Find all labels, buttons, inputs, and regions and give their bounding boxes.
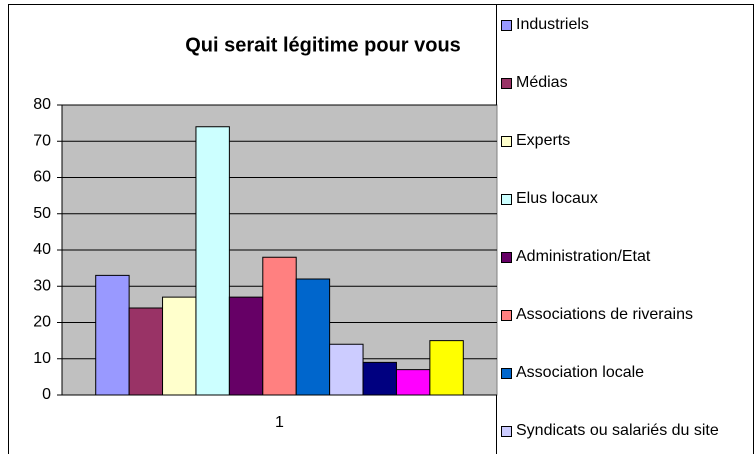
legend-swatch — [501, 310, 512, 321]
legend-swatch — [501, 194, 512, 205]
bar — [295, 278, 331, 396]
bar — [95, 274, 130, 396]
y-tick-label: 60 — [33, 169, 51, 186]
chart-title: Qui serait légitime pour vous — [185, 34, 461, 56]
bar — [329, 343, 364, 396]
y-tick-label: 80 — [33, 96, 51, 113]
legend-swatch — [501, 368, 512, 379]
legend-label: Associations de riverains — [516, 306, 693, 323]
legend-swatch — [501, 136, 512, 147]
bar — [362, 361, 397, 396]
legend-label: Elus locaux — [516, 190, 598, 207]
legend-label: Industriels — [516, 16, 589, 33]
bar — [228, 296, 264, 396]
legend-item: Association locale — [500, 364, 754, 382]
legend: Industriels Médias Experts Elus locaux Admin… — [500, 0, 755, 454]
y-tick-label: 70 — [33, 132, 51, 149]
x-tick-label: 1 — [275, 414, 284, 431]
y-tick-label: 30 — [33, 277, 51, 294]
legend-swatch — [501, 78, 512, 89]
legend-label: Médias — [516, 74, 568, 91]
legend-item: Elus locaux — [500, 190, 754, 208]
bar — [262, 256, 297, 396]
y-tick-label: 50 — [33, 205, 51, 222]
legend-swatch — [501, 252, 512, 263]
y-tick-label: 40 — [33, 241, 51, 258]
legend-item: Experts — [500, 132, 754, 150]
legend-item: Industriels — [500, 16, 754, 34]
bar — [429, 340, 464, 396]
legend-swatch — [501, 20, 512, 31]
legend-label: Syndicats ou salariés du site — [516, 422, 719, 439]
legend-item: Syndicats ou salariés du site — [500, 422, 754, 440]
legend-label: Association locale — [516, 364, 645, 381]
legend-label: Experts — [516, 132, 571, 149]
y-tick-label: 20 — [33, 314, 51, 331]
legend-label: Administration/Etat — [516, 248, 651, 265]
y-tick-label: 10 — [33, 350, 51, 367]
legend-swatch — [501, 426, 512, 437]
y-tick-label: 0 — [42, 386, 51, 403]
legend-item: Associations de riverains — [500, 306, 754, 324]
bar — [162, 296, 197, 396]
bar — [195, 126, 230, 396]
bar — [395, 369, 431, 396]
bar — [128, 307, 164, 396]
legend-item: Médias — [500, 74, 754, 92]
legend-item: Administration/Etat — [500, 248, 754, 266]
